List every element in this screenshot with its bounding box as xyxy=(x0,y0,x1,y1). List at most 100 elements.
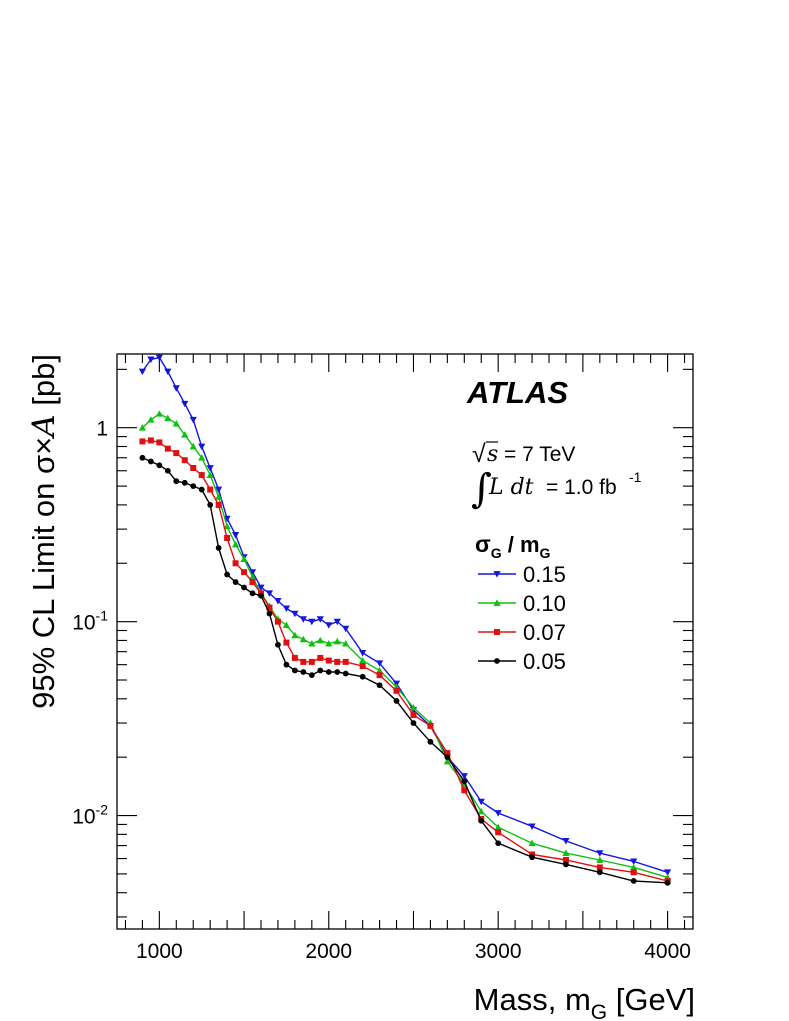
sqrt-symbol: √ xyxy=(472,440,486,468)
data-point xyxy=(409,704,418,711)
legend-label: 0.07 xyxy=(523,620,566,645)
data-point xyxy=(308,640,316,647)
data-point xyxy=(325,669,332,675)
series-0-15 xyxy=(138,354,672,876)
data-point xyxy=(232,560,239,567)
data-point xyxy=(248,569,257,576)
data-point xyxy=(359,673,366,680)
data-point xyxy=(299,616,307,623)
data-point xyxy=(342,658,349,665)
data-point xyxy=(333,618,341,626)
data-point xyxy=(495,829,502,836)
data-point xyxy=(300,669,307,675)
legend-label: 0.05 xyxy=(523,649,566,674)
data-point xyxy=(316,636,324,644)
data-point xyxy=(663,869,672,876)
data-point xyxy=(215,493,223,500)
legend-title-sep: / xyxy=(502,532,520,557)
data-point xyxy=(478,817,485,824)
data-point xyxy=(248,573,257,580)
data-point xyxy=(189,416,197,424)
data-point xyxy=(291,631,299,639)
data-point xyxy=(334,658,341,665)
data-point xyxy=(317,654,324,661)
data-point xyxy=(139,454,146,461)
legend-marker xyxy=(493,571,501,578)
data-point xyxy=(265,590,274,597)
data-point xyxy=(393,698,400,704)
data-point xyxy=(241,584,247,591)
data-point xyxy=(596,869,603,876)
data-point xyxy=(257,584,265,592)
data-point xyxy=(266,604,273,611)
data-point xyxy=(461,787,468,794)
data-point xyxy=(317,667,324,674)
legend-title-sigma: σ xyxy=(475,531,491,557)
data-point xyxy=(155,410,163,417)
data-point xyxy=(359,663,366,670)
data-point xyxy=(181,457,188,464)
data-point xyxy=(427,738,434,745)
data-point xyxy=(198,443,206,451)
legend-marker xyxy=(494,629,500,635)
data-point xyxy=(190,464,197,471)
data-point xyxy=(164,414,172,422)
data-point xyxy=(249,590,256,597)
data-point xyxy=(342,670,349,677)
data-point xyxy=(206,471,214,478)
data-point xyxy=(147,437,154,444)
data-point xyxy=(410,720,417,726)
data-point xyxy=(198,454,206,461)
data-point xyxy=(139,438,146,445)
data-point xyxy=(224,571,231,578)
data-point xyxy=(198,486,205,493)
sqrt-s-value: = 7 TeV xyxy=(504,443,575,466)
legend-marker xyxy=(494,658,500,664)
data-point xyxy=(232,579,239,585)
data-point xyxy=(215,545,222,551)
data-point xyxy=(333,637,341,645)
data-point xyxy=(334,669,341,675)
data-point xyxy=(283,661,290,668)
data-point xyxy=(172,420,180,427)
data-point xyxy=(308,618,316,626)
y-tick-label: 10-1 xyxy=(72,608,108,635)
y-axis-title: 95% CL Limit on σ×A [pb] xyxy=(26,354,62,709)
data-point xyxy=(258,592,264,599)
x-tick-label: 2000 xyxy=(305,940,352,963)
legend-title-m-sub: G xyxy=(540,545,551,561)
data-point xyxy=(444,750,451,757)
data-point xyxy=(325,622,333,629)
data-point xyxy=(528,823,536,830)
data-point xyxy=(308,672,315,679)
data-point xyxy=(308,658,315,665)
data-point xyxy=(240,555,248,563)
data-point xyxy=(316,616,324,623)
data-point xyxy=(630,863,638,871)
data-point xyxy=(477,798,485,806)
data-point xyxy=(282,605,291,613)
data-point xyxy=(190,483,197,490)
legend-title-m: m xyxy=(520,532,540,557)
legend-label: 0.10 xyxy=(523,591,566,616)
data-point xyxy=(359,656,367,664)
data-point xyxy=(223,522,231,530)
data-point xyxy=(393,687,400,694)
data-point xyxy=(147,356,155,364)
data-point xyxy=(282,621,291,628)
data-point xyxy=(342,625,350,633)
data-point xyxy=(138,424,147,431)
data-point xyxy=(274,618,281,625)
legend-entry-0-10: 0.10 xyxy=(478,591,566,616)
data-point xyxy=(155,354,163,362)
data-point xyxy=(375,660,384,667)
data-point xyxy=(249,579,256,586)
legend-title-sigma-sub: G xyxy=(491,545,502,561)
data-point xyxy=(156,439,163,446)
legend-marker xyxy=(493,599,501,606)
data-point xyxy=(477,807,485,815)
y-tick-label: 1 xyxy=(96,418,108,441)
data-point xyxy=(164,467,171,474)
data-point xyxy=(596,864,603,871)
data-point xyxy=(427,722,434,729)
